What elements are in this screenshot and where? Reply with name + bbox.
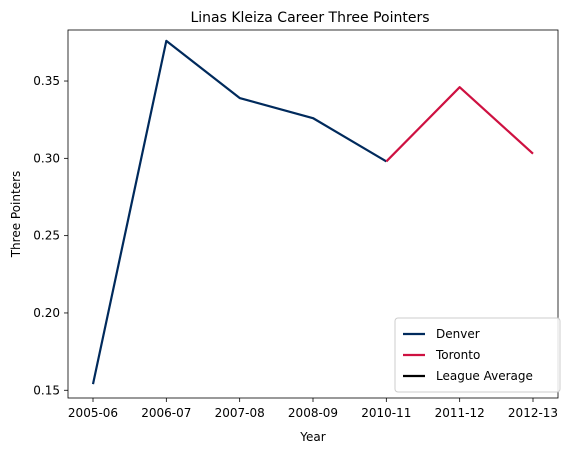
- x-tick-label: 2007-08: [215, 406, 265, 420]
- series-line-denver: [91, 39, 387, 385]
- x-tick-label: 2005-06: [68, 406, 118, 420]
- x-axis-label: Year: [299, 430, 325, 444]
- legend: Denver Toronto League Average: [394, 317, 561, 393]
- y-axis: 0.15 0.20 0.25 0.30 0.35: [33, 74, 68, 397]
- legend-label-toronto: Toronto: [435, 348, 480, 362]
- x-tick-label: 2011-12: [435, 406, 485, 420]
- legend-label-league-average: League Average: [436, 369, 533, 383]
- chart-title: Linas Kleiza Career Three Pointers: [190, 10, 429, 26]
- legend-label-denver: Denver: [436, 327, 480, 341]
- series-line-toronto: [385, 86, 534, 163]
- y-tick-label: 0.25: [33, 229, 60, 243]
- y-axis-label: Three Pointers: [9, 171, 23, 259]
- y-tick-label: 0.30: [33, 151, 60, 165]
- series-layer: [91, 39, 534, 385]
- y-tick-label: 0.15: [33, 383, 60, 397]
- x-tick-label: 2012-13: [508, 406, 558, 420]
- y-tick-label: 0.35: [33, 74, 60, 88]
- x-tick-label: 2010-11: [361, 406, 411, 420]
- x-tick-label: 2008-09: [288, 406, 338, 420]
- legend-box: [394, 317, 561, 393]
- x-axis: 2005-06 2006-07 2007-08 2008-09 2010-11 2011-…: [68, 398, 558, 420]
- x-tick-label: 2006-07: [141, 406, 191, 420]
- y-tick-label: 0.20: [33, 306, 60, 320]
